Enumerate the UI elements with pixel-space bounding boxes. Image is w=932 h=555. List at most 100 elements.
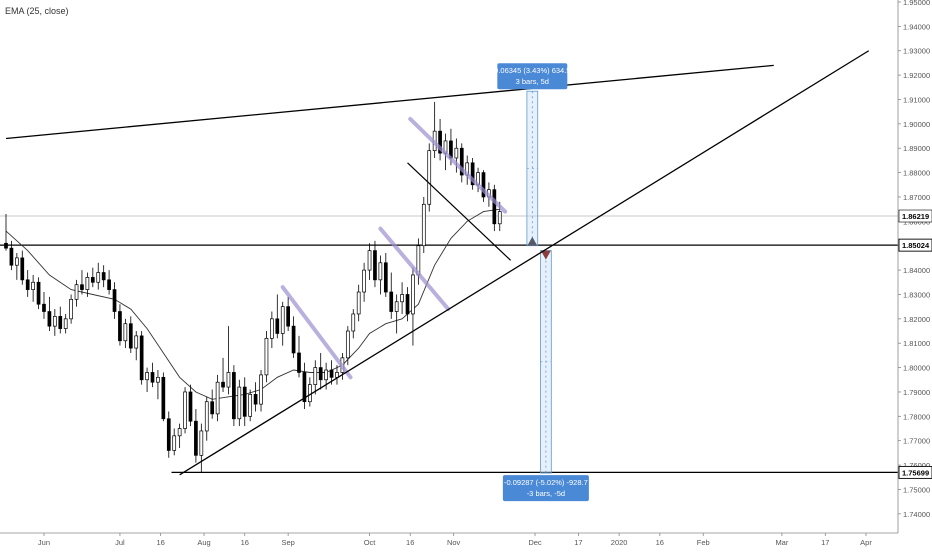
trend-line	[5, 64, 774, 140]
candle-body	[118, 311, 122, 342]
candle-body	[15, 257, 19, 266]
candle-body	[394, 301, 399, 312]
candle-body	[123, 323, 128, 342]
candle-body	[139, 335, 144, 381]
candle-body	[318, 367, 323, 381]
candle	[188, 384, 193, 427]
x-tick-label: Nov	[447, 538, 461, 547]
candle-body	[52, 316, 57, 327]
y-tick-label: 1.95000	[903, 0, 930, 7]
candle	[107, 270, 111, 295]
candle	[4, 214, 8, 251]
candle-body	[459, 147, 464, 176]
y-tick-label: 1.89000	[903, 144, 930, 153]
measure-label: -0.09287 (-5.02%) -928.7 -3 bars, -5d	[502, 475, 589, 502]
x-tick-label: Jun	[38, 538, 50, 547]
candle-body	[481, 172, 486, 198]
y-tick-label: 1.94000	[903, 22, 930, 31]
candle	[139, 331, 144, 385]
y-tick-label: 1.88000	[903, 169, 930, 178]
x-axis: Jun Jul 16 Aug 16 Sep Oct 16 Nov Dec 17 2020 16 Feb Ma…	[0, 532, 898, 547]
candle	[150, 362, 155, 388]
measure-label-box	[497, 63, 568, 90]
candle-body	[291, 325, 296, 354]
candle-body	[31, 281, 35, 290]
candle-body	[69, 298, 73, 320]
candle-body	[248, 394, 253, 417]
measure-labels: 0.06345 (3.43%) 634.5 3 bars, 5d -0.09287 …	[494, 63, 589, 502]
channel-line	[378, 226, 451, 312]
channel-line	[280, 285, 353, 380]
measure-label-value: -0.09287 (-5.02%) -928.7	[504, 478, 588, 487]
candle-body	[4, 242, 8, 249]
candle-body	[329, 369, 334, 378]
y-tick-label: 1.78000	[903, 412, 930, 421]
price-label: 1.86219	[898, 209, 932, 223]
x-tick-label: 17	[574, 538, 582, 547]
candle	[394, 294, 399, 334]
candle	[90, 267, 95, 288]
candle	[101, 265, 106, 288]
candle	[313, 360, 318, 395]
x-tick-label: Apr	[860, 538, 872, 547]
price-label-text: 1.75699	[902, 468, 929, 477]
candle	[421, 196, 426, 254]
x-tick-label: Oct	[364, 538, 377, 547]
candle-body	[242, 386, 247, 417]
candle-body	[367, 250, 372, 271]
y-tick-label: 1.92000	[903, 71, 930, 80]
candle-body	[221, 381, 225, 388]
candle	[96, 262, 101, 290]
candle	[112, 282, 117, 319]
x-tick-label: Feb	[697, 538, 710, 547]
candle	[242, 377, 247, 427]
candle-body	[150, 372, 155, 383]
candle-body	[112, 289, 117, 312]
candle	[400, 282, 404, 314]
y-tick-label: 1.82000	[903, 315, 930, 324]
candle-body	[421, 203, 426, 247]
candle-body	[497, 211, 502, 225]
candle	[481, 170, 486, 202]
candle	[454, 138, 459, 173]
y-tick-label: 1.83000	[903, 290, 930, 299]
candle-body	[427, 150, 432, 205]
ema-line	[5, 208, 500, 400]
x-tick-label: 16	[156, 538, 164, 547]
candle	[356, 284, 361, 322]
candle	[253, 382, 258, 412]
channel-line	[408, 116, 508, 214]
candle	[31, 274, 35, 302]
candle	[85, 272, 90, 297]
candle-body	[438, 130, 442, 154]
x-tick-label: 16	[241, 538, 249, 547]
trend-line	[179, 50, 870, 476]
candle-body	[405, 294, 410, 315]
candle-body	[166, 418, 171, 451]
candle-body	[96, 272, 101, 283]
candle	[204, 396, 209, 441]
candle-body	[128, 323, 133, 349]
candle	[345, 326, 350, 366]
candle	[215, 374, 220, 422]
candle	[373, 240, 377, 288]
candle-body	[297, 352, 301, 373]
candle	[286, 296, 290, 332]
candle	[156, 370, 160, 400]
candle-body	[204, 401, 209, 432]
measure-label-box	[502, 475, 589, 502]
candle	[177, 423, 182, 449]
y-axis: 1.95000 1.94000 1.93000 1.92000 1.91000 1.900…	[897, 0, 932, 533]
candle	[232, 365, 236, 427]
x-tick-label: 16	[656, 538, 664, 547]
candle	[318, 352, 323, 390]
candle	[351, 309, 356, 339]
candle-body	[9, 247, 14, 266]
candle	[9, 240, 14, 271]
candle	[183, 387, 187, 434]
x-tick-label: 17	[821, 538, 829, 547]
x-tick-label: Dec	[528, 538, 542, 547]
candle-body	[470, 162, 475, 186]
